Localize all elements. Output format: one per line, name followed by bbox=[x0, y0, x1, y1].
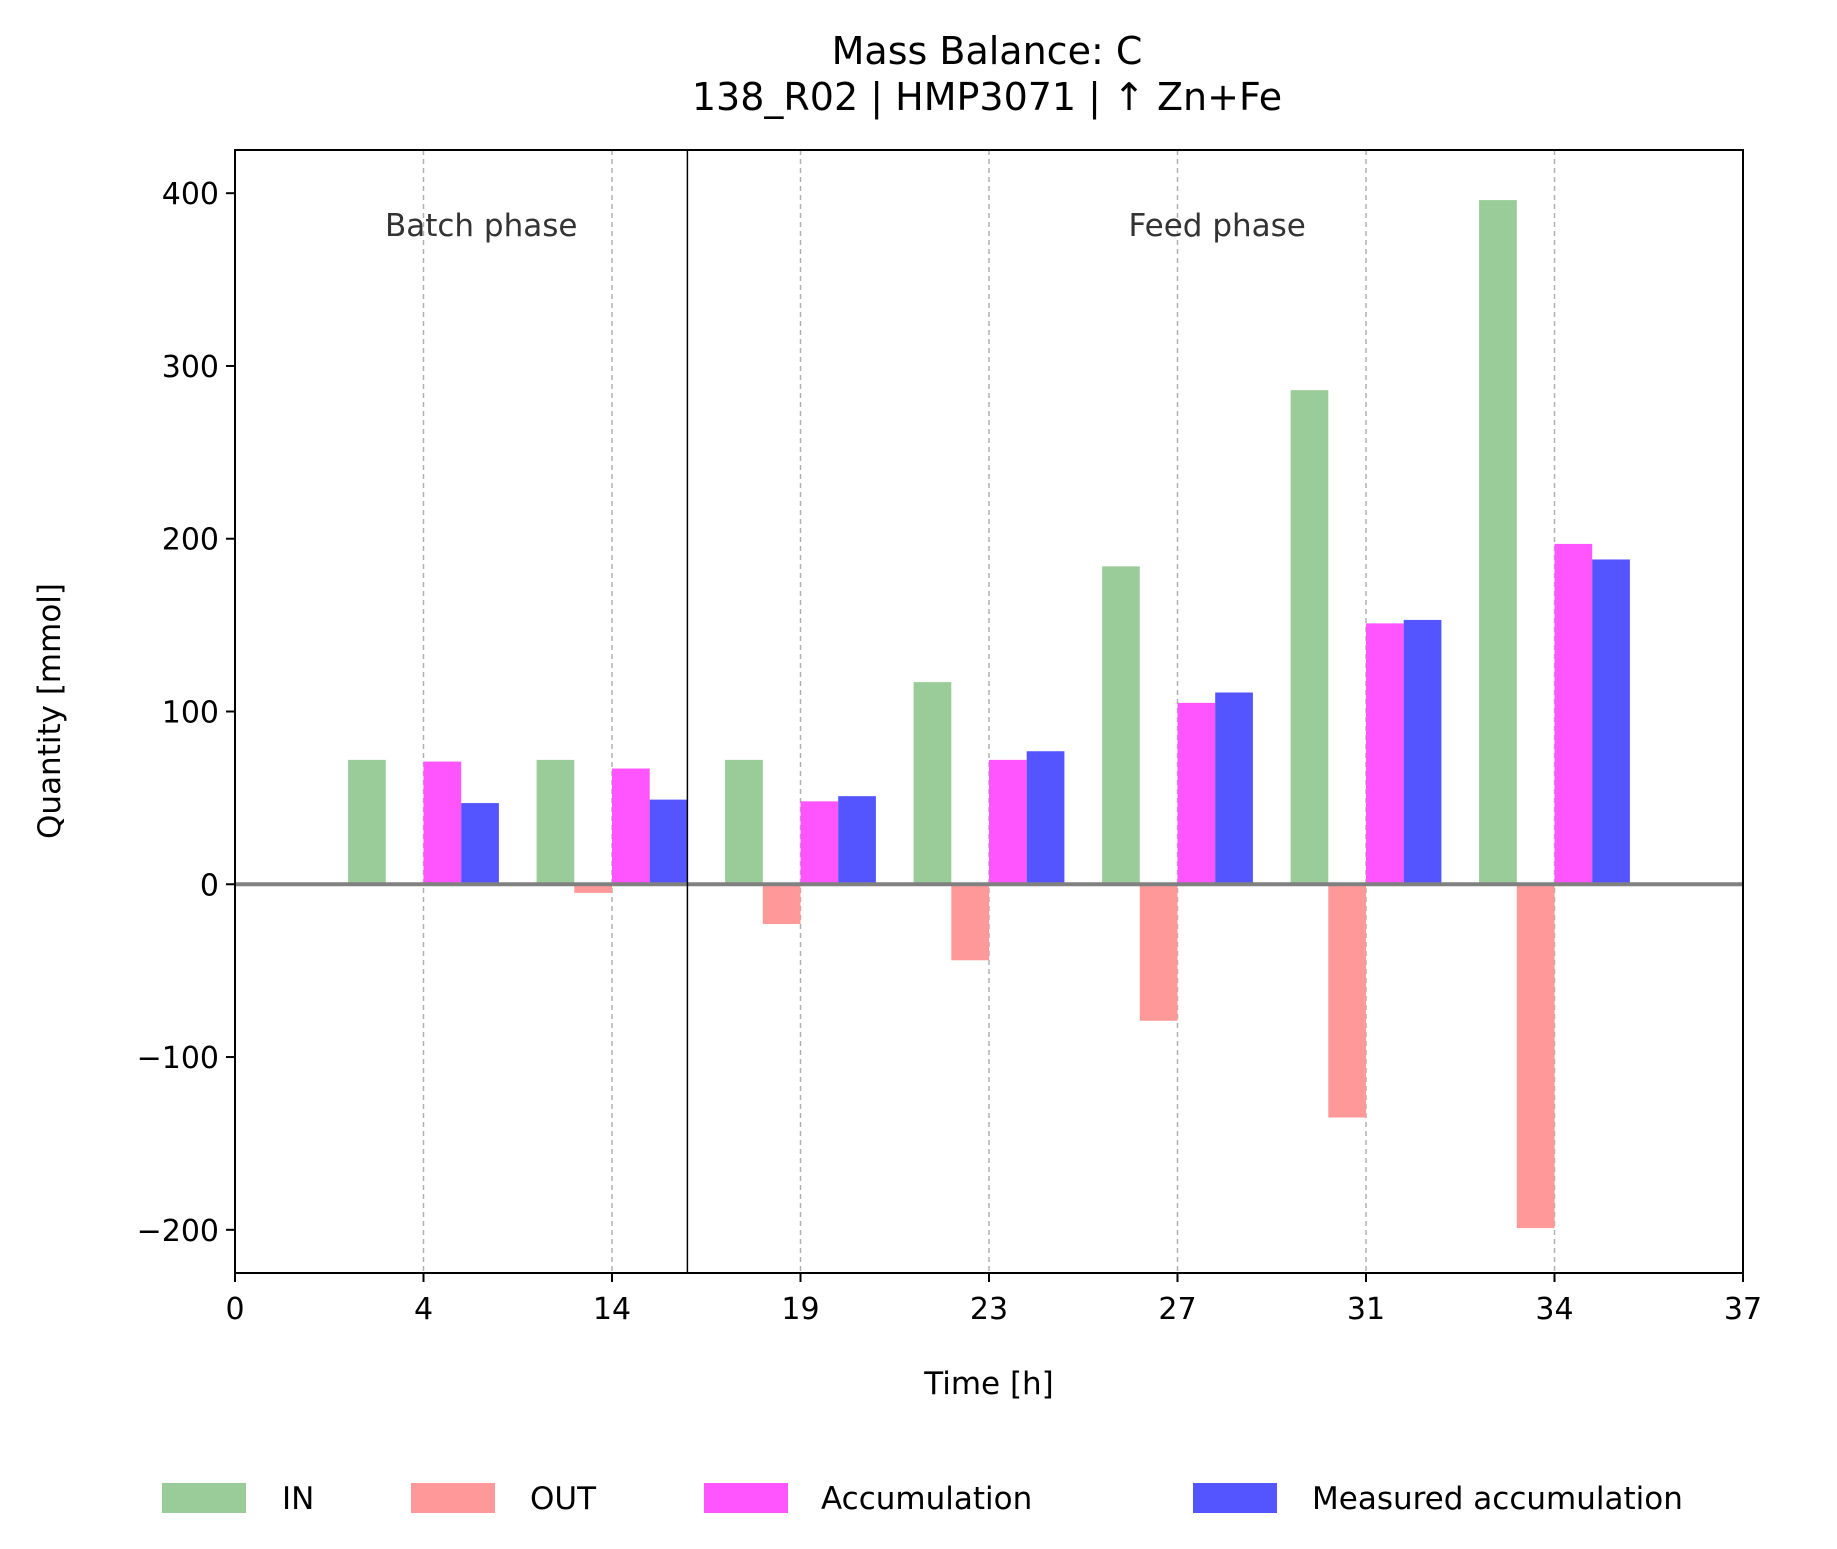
bar-accumulation-4 bbox=[423, 761, 462, 885]
bar-in-31 bbox=[1290, 390, 1329, 885]
bar-accumulation-23 bbox=[989, 759, 1027, 885]
y-tick-label: 400 bbox=[162, 177, 219, 212]
chart-subtitle: 138_R02 | HMP3071 | ↑ Zn+Fe bbox=[692, 75, 1282, 120]
legend-swatch-in bbox=[162, 1483, 246, 1513]
legend-label-measured-accumulation: Measured accumulation bbox=[1312, 1481, 1683, 1517]
y-tick-label: 0 bbox=[200, 868, 219, 903]
bar-out-14 bbox=[574, 884, 612, 893]
y-axis-label: Quantity [mmol] bbox=[32, 583, 68, 839]
bar-in-4 bbox=[348, 759, 386, 885]
legend-swatch-out bbox=[411, 1483, 495, 1513]
y-tick-label: −100 bbox=[137, 1041, 219, 1076]
bar-accumulation-19 bbox=[800, 801, 839, 885]
bar-measured-accumulation-31 bbox=[1403, 619, 1442, 885]
x-tick-label: 37 bbox=[1724, 1292, 1762, 1327]
legend-swatch-accumulation bbox=[704, 1483, 788, 1513]
bar-out-27 bbox=[1139, 884, 1178, 1021]
bar-in-14 bbox=[536, 759, 575, 885]
bar-in-19 bbox=[725, 759, 763, 885]
y-tick-label: −200 bbox=[137, 1214, 219, 1249]
y-tick-label: 200 bbox=[162, 523, 219, 558]
x-tick-label: 14 bbox=[593, 1292, 631, 1327]
bar-measured-accumulation-23 bbox=[1026, 751, 1065, 885]
bar-out-19 bbox=[762, 884, 801, 925]
x-tick-label: 27 bbox=[1158, 1292, 1196, 1327]
legend-label-in: IN bbox=[282, 1481, 314, 1517]
bar-out-23 bbox=[951, 884, 989, 961]
bar-accumulation-14 bbox=[612, 768, 650, 885]
y-tick-label: 300 bbox=[162, 350, 219, 385]
x-tick-label: 19 bbox=[781, 1292, 819, 1327]
legend-swatch-measured-accumulation bbox=[1193, 1483, 1277, 1513]
x-tick-label: 4 bbox=[414, 1292, 433, 1327]
bar-in-27 bbox=[1102, 566, 1140, 885]
bar-out-31 bbox=[1328, 884, 1366, 1118]
x-tick-label: 0 bbox=[225, 1292, 244, 1327]
bar-measured-accumulation-14 bbox=[649, 799, 688, 885]
y-tick-label: 100 bbox=[162, 696, 219, 731]
legend-label-accumulation: Accumulation bbox=[821, 1481, 1032, 1517]
x-tick-label: 31 bbox=[1347, 1292, 1385, 1327]
x-tick-label: 34 bbox=[1535, 1292, 1573, 1327]
bar-measured-accumulation-27 bbox=[1215, 692, 1253, 885]
bar-measured-accumulation-4 bbox=[461, 803, 499, 885]
y-axis-ticks: 400 300 200 100 0 −100 −200 bbox=[137, 177, 235, 1249]
bar-measured-accumulation-34 bbox=[1592, 559, 1630, 885]
chart-title: Mass Balance: C bbox=[832, 29, 1143, 73]
x-axis-ticks: 0 4 14 19 23 27 31 34 37 bbox=[225, 1273, 1762, 1327]
phase-label-feed: Feed phase bbox=[1129, 208, 1306, 244]
bar-in-23 bbox=[913, 682, 952, 885]
bar-measured-accumulation-19 bbox=[838, 796, 876, 885]
phase-label-batch: Batch phase bbox=[385, 208, 578, 244]
bar-out-34 bbox=[1516, 884, 1555, 1229]
bars bbox=[348, 200, 1630, 1229]
x-axis-label: Time [h] bbox=[923, 1366, 1054, 1402]
legend: IN OUT Accumulation Measured accumulation bbox=[162, 1481, 1683, 1517]
bar-accumulation-31 bbox=[1366, 623, 1404, 885]
legend-label-out: OUT bbox=[530, 1481, 597, 1517]
x-tick-label: 23 bbox=[970, 1292, 1008, 1327]
bar-in-34 bbox=[1479, 200, 1517, 885]
bar-accumulation-27 bbox=[1177, 702, 1216, 885]
bar-accumulation-34 bbox=[1554, 543, 1593, 885]
